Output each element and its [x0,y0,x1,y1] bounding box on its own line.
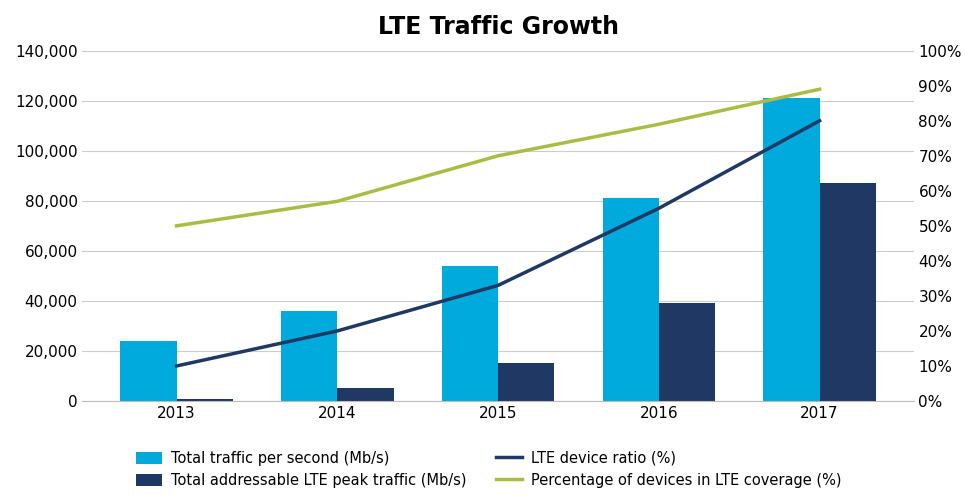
Title: LTE Traffic Growth: LTE Traffic Growth [377,15,618,39]
Bar [820,183,875,401]
LTE device ratio (%) [331,328,343,334]
LTE device ratio (%) [492,283,504,289]
Percentage of devices in LTE coverage (%) [331,198,343,204]
Bar [177,398,233,401]
Line: LTE device ratio (%): LTE device ratio (%) [177,121,820,366]
Bar [281,311,337,401]
LTE device ratio (%) [653,205,664,211]
Bar [498,363,554,401]
Line: Percentage of devices in LTE coverage (%): Percentage of devices in LTE coverage (%… [177,89,820,226]
LTE device ratio (%) [171,363,183,369]
Bar [603,198,658,401]
Percentage of devices in LTE coverage (%) [492,153,504,159]
Percentage of devices in LTE coverage (%) [171,223,183,229]
Bar [120,341,177,401]
Bar [442,266,498,401]
Percentage of devices in LTE coverage (%) [814,86,826,92]
Bar [763,98,820,401]
Bar [658,304,715,401]
Legend: Total traffic per second (Mb/s), Total addressable LTE peak traffic (Mb/s), LTE : Total traffic per second (Mb/s), Total a… [130,445,847,493]
Bar [337,388,394,401]
LTE device ratio (%) [814,118,826,124]
Percentage of devices in LTE coverage (%) [653,121,664,127]
